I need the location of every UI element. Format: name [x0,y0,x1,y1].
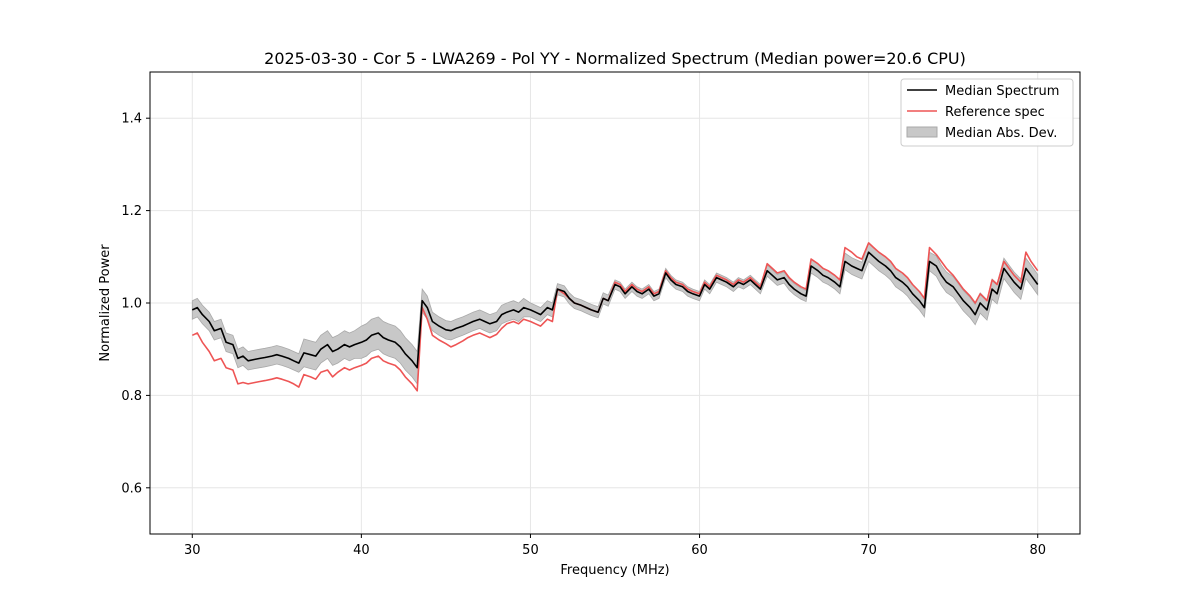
y-tick-label: 0.6 [121,481,142,496]
y-tick-label: 0.8 [121,389,142,404]
x-tick-label: 80 [1029,543,1046,558]
legend-box [900,78,1074,147]
x-tick-label: 50 [522,543,539,558]
mad-band [191,242,1039,386]
median-spectrum-layer [191,251,1039,369]
y-axis-label: Normalized Power [98,244,113,362]
chart-title: 2025-03-30 - Cor 5 - LWA269 - Pol YY - N… [264,49,966,68]
legend-mad-label: Median Abs. Dev. [945,126,1057,141]
y-tick-label: 1.4 [121,112,142,127]
y-axis-ticks: 0.6 0.8 1.0 1.2 1.4 [121,112,150,496]
y-tick-label: 1.2 [121,204,142,219]
legend-reference-label: Reference spec [945,105,1045,120]
x-tick-label: 40 [353,543,370,558]
plot-area [191,242,1039,392]
mad-band-layer [191,242,1039,386]
y-tick-label: 1.0 [121,297,142,312]
legend-mad-swatch [906,126,938,138]
x-axis-label: Frequency (MHz) [560,563,669,578]
x-tick-label: 70 [860,543,877,558]
legend: Median Spectrum Reference spec Median Ab… [900,78,1074,147]
reference-spectrum-layer [191,242,1039,392]
median-spectrum-line [191,251,1039,369]
legend-median-label: Median Spectrum [945,84,1059,99]
x-axis-ticks: 30 40 50 60 70 80 [184,534,1046,558]
x-tick-label: 30 [184,543,201,558]
x-tick-label: 60 [691,543,708,558]
reference-spec-line [191,242,1039,392]
